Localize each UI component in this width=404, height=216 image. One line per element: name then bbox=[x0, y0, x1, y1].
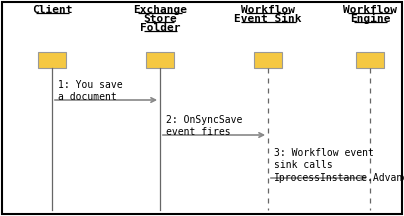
Text: Engine: Engine bbox=[350, 14, 390, 24]
Bar bbox=[146, 52, 174, 68]
Text: Event Sink: Event Sink bbox=[234, 14, 302, 24]
Text: 2: OnSyncSave
event fires: 2: OnSyncSave event fires bbox=[166, 115, 242, 137]
Text: 1: You save
a document: 1: You save a document bbox=[58, 80, 123, 102]
Text: Workflow: Workflow bbox=[343, 5, 397, 15]
Text: Store: Store bbox=[143, 14, 177, 24]
Bar bbox=[254, 52, 282, 68]
Text: Client: Client bbox=[32, 5, 72, 15]
Text: Folder: Folder bbox=[140, 23, 180, 33]
Bar bbox=[38, 52, 66, 68]
Text: Workflow: Workflow bbox=[241, 5, 295, 15]
Bar bbox=[356, 52, 384, 68]
Text: Exchange: Exchange bbox=[133, 5, 187, 15]
Text: 3: Workflow event
sink calls
IprocessInstance.Advance: 3: Workflow event sink calls IprocessIns… bbox=[274, 148, 404, 183]
